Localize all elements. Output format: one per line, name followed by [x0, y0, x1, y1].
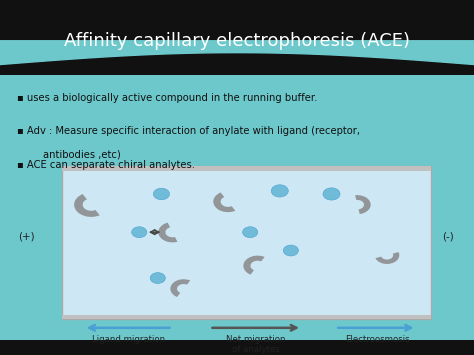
Text: (-): (-) [442, 231, 454, 241]
Wedge shape [158, 223, 177, 242]
Circle shape [150, 273, 165, 284]
Bar [62, 166, 431, 319]
Wedge shape [375, 252, 399, 264]
Circle shape [323, 188, 340, 200]
Circle shape [283, 245, 299, 256]
Text: antibodies ,etc): antibodies ,etc) [43, 149, 120, 159]
Circle shape [271, 185, 288, 197]
Text: Ligand migration: Ligand migration [91, 335, 165, 344]
Text: Net migration
of analytes: Net migration of analytes [226, 335, 285, 354]
Bar [62, 315, 431, 319]
Text: Affinity capillary electrophoresis (ACE): Affinity capillary electrophoresis (ACE) [64, 32, 410, 50]
Circle shape [243, 227, 258, 237]
Bar [0, 54, 474, 340]
Wedge shape [213, 192, 236, 212]
Wedge shape [355, 195, 371, 214]
Wedge shape [170, 279, 190, 297]
Text: (+): (+) [18, 231, 35, 241]
Circle shape [154, 188, 170, 200]
Text: ▪ uses a biologically active compound in the running buffer.: ▪ uses a biologically active compound in… [17, 93, 317, 103]
Circle shape [132, 227, 147, 237]
Text: ▪ Adv : Measure specific interaction of anylate with ligand (receptor,: ▪ Adv : Measure specific interaction of … [17, 126, 360, 136]
Bar [62, 166, 431, 170]
Wedge shape [74, 194, 100, 217]
Text: ▪ ACE can separate chiral analytes.: ▪ ACE can separate chiral analytes. [17, 160, 195, 170]
Polygon shape [0, 41, 474, 65]
Wedge shape [243, 256, 264, 275]
Text: Electroosmosis: Electroosmosis [346, 335, 410, 344]
Bar [0, 0, 474, 75]
